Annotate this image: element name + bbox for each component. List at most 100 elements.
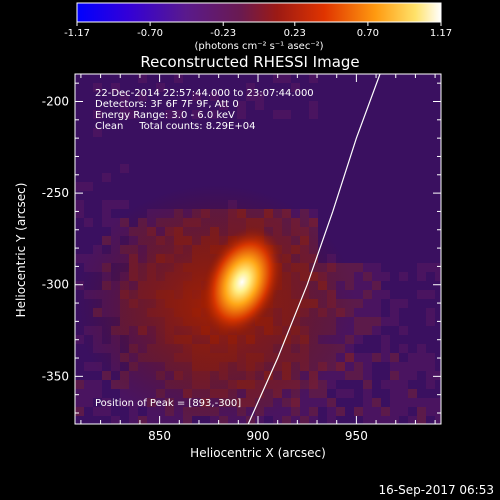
- image-pixel: [408, 263, 417, 272]
- image-pixel: [93, 380, 102, 389]
- image-pixel: [327, 137, 336, 146]
- image-pixel: [417, 263, 426, 272]
- image-pixel: [417, 236, 426, 245]
- image-pixel: [354, 326, 363, 335]
- image-pixel: [435, 353, 441, 362]
- image-pixel: [255, 137, 264, 146]
- colorbar-tick-label: 1.17: [430, 28, 452, 39]
- image-pixel: [435, 362, 441, 371]
- image-pixel: [237, 119, 246, 128]
- image-pixel: [426, 308, 435, 317]
- image-pixel: [327, 173, 336, 182]
- image-pixel: [318, 182, 327, 191]
- image-pixel: [201, 146, 210, 155]
- annotation-detectors: Detectors: 3F 6F 7F 9F, Att 0: [95, 99, 239, 110]
- image-pixel: [336, 200, 345, 209]
- image-pixel: [111, 146, 120, 155]
- image-pixel: [120, 407, 129, 416]
- image-pixel: [372, 101, 381, 110]
- image-pixel: [345, 146, 354, 155]
- image-pixel: [408, 380, 417, 389]
- image-pixel: [309, 137, 318, 146]
- image-pixel: [381, 308, 390, 317]
- image-pixel: [300, 128, 309, 137]
- image-pixel: [147, 416, 156, 424]
- image-pixel: [435, 182, 441, 191]
- image-pixel: [426, 317, 435, 326]
- image-pixel: [93, 83, 102, 92]
- image-pixel: [408, 317, 417, 326]
- image-pixel: [417, 326, 426, 335]
- image-pixel: [93, 416, 102, 424]
- image-pixel: [138, 92, 147, 101]
- image-pixel: [237, 173, 246, 182]
- image-pixel: [336, 389, 345, 398]
- image-pixel: [354, 173, 363, 182]
- image-pixel: [390, 236, 399, 245]
- image-pixel: [93, 110, 102, 119]
- image-pixel: [318, 101, 327, 110]
- image-pixel: [417, 155, 426, 164]
- image-pixel: [417, 209, 426, 218]
- image-pixel: [417, 362, 426, 371]
- image-pixel: [111, 209, 120, 218]
- image-pixel: [426, 398, 435, 407]
- image-pixel: [399, 290, 408, 299]
- image-pixel: [408, 155, 417, 164]
- image-pixel: [426, 74, 435, 83]
- image-pixel: [174, 74, 183, 83]
- image-pixel: [228, 128, 237, 137]
- image-pixel: [399, 209, 408, 218]
- image-pixel: [264, 146, 273, 155]
- colorbar: -1.17 -0.70 -0.23 0.23 0.70 1.17 (photons cm⁻…: [64, 2, 452, 52]
- image-pixel: [111, 74, 120, 83]
- image-pixel: [408, 236, 417, 245]
- image-pixel: [291, 164, 300, 173]
- image-pixel: [183, 74, 192, 83]
- image-pixel: [417, 173, 426, 182]
- image-pixel: [435, 191, 441, 200]
- image-pixel: [336, 101, 345, 110]
- image-pixel: [435, 83, 441, 92]
- image-pixel: [183, 92, 192, 101]
- image-pixel: [255, 173, 264, 182]
- image-pixel: [417, 398, 426, 407]
- image-pixel: [75, 398, 84, 407]
- image-pixel: [417, 164, 426, 173]
- image-pixel: [327, 371, 336, 380]
- image-pixel: [291, 407, 300, 416]
- image-pixel: [435, 155, 441, 164]
- image-pixel: [147, 101, 156, 110]
- image-pixel: [354, 191, 363, 200]
- image-pixel: [345, 371, 354, 380]
- image-pixel: [165, 83, 174, 92]
- image-pixel: [228, 74, 237, 83]
- image-pixel: [363, 299, 372, 308]
- image-pixel: [363, 335, 372, 344]
- image-pixel: [237, 137, 246, 146]
- image-pixel: [408, 398, 417, 407]
- image-pixel: [210, 101, 219, 110]
- image-pixel: [300, 92, 309, 101]
- image-pixel: [174, 101, 183, 110]
- image-pixel: [102, 92, 111, 101]
- image-pixel: [354, 335, 363, 344]
- image-pixel: [345, 83, 354, 92]
- image-pixel: [426, 380, 435, 389]
- image-pixel: [372, 254, 381, 263]
- image-pixel: [264, 128, 273, 137]
- image-pixel: [408, 74, 417, 83]
- image-pixel: [372, 344, 381, 353]
- image-pixel: [426, 272, 435, 281]
- image-pixel: [345, 227, 354, 236]
- image-pixel: [192, 92, 201, 101]
- image-pixel: [336, 173, 345, 182]
- image-pixel: [75, 389, 84, 398]
- image-pixel: [399, 317, 408, 326]
- image-pixel: [363, 74, 372, 83]
- image-pixel: [327, 227, 336, 236]
- image-pixel: [354, 209, 363, 218]
- image-pixel: [417, 83, 426, 92]
- image-pixel: [102, 389, 111, 398]
- image-pixel: [174, 137, 183, 146]
